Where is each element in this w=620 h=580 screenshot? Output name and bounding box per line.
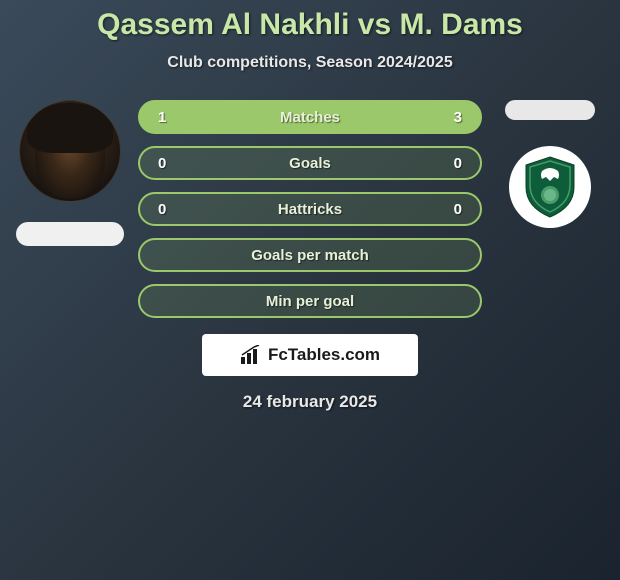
player-left-col bbox=[10, 100, 130, 246]
stat-label: Hattricks bbox=[278, 201, 342, 218]
player-right-col bbox=[490, 100, 610, 228]
brand-box[interactable]: FcTables.com bbox=[202, 334, 418, 376]
stat-bar-hattricks: 0 Hattricks 0 bbox=[138, 192, 482, 226]
player-left-face bbox=[35, 113, 105, 198]
stats-col: 1 Matches 3 0 Goals 0 0 Hattricks 0 Goal… bbox=[130, 100, 490, 318]
club-shield-icon bbox=[522, 155, 578, 219]
stat-label: Min per goal bbox=[266, 293, 354, 310]
main-row: 1 Matches 3 0 Goals 0 0 Hattricks 0 Goal… bbox=[0, 100, 620, 318]
stat-label: Goals per match bbox=[251, 247, 369, 264]
player-left-flag bbox=[16, 222, 124, 246]
player-left-avatar bbox=[19, 100, 121, 202]
page-title: Qassem Al Nakhli vs M. Dams bbox=[0, 8, 620, 42]
stat-left-val: 0 bbox=[158, 201, 166, 218]
stat-left-val: 1 bbox=[158, 109, 166, 126]
brand-text: FcTables.com bbox=[268, 345, 380, 365]
stat-bar-mpg: Min per goal bbox=[138, 284, 482, 318]
stat-right-val: 0 bbox=[454, 155, 462, 172]
player-right-flag bbox=[505, 100, 595, 120]
stat-bar-gpm: Goals per match bbox=[138, 238, 482, 272]
stat-right-val: 0 bbox=[454, 201, 462, 218]
stat-bar-goals: 0 Goals 0 bbox=[138, 146, 482, 180]
stat-left-val: 0 bbox=[158, 155, 166, 172]
stat-right-val: 3 bbox=[454, 109, 462, 126]
stat-label: Matches bbox=[280, 109, 340, 126]
stat-label: Goals bbox=[289, 155, 331, 172]
subtitle: Club competitions, Season 2024/2025 bbox=[0, 54, 620, 72]
chart-icon bbox=[240, 345, 262, 365]
stat-bar-matches: 1 Matches 3 bbox=[138, 100, 482, 134]
comparison-card: Qassem Al Nakhli vs M. Dams Club competi… bbox=[0, 0, 620, 412]
date-text: 24 february 2025 bbox=[0, 392, 620, 412]
player-right-badge bbox=[509, 146, 591, 228]
